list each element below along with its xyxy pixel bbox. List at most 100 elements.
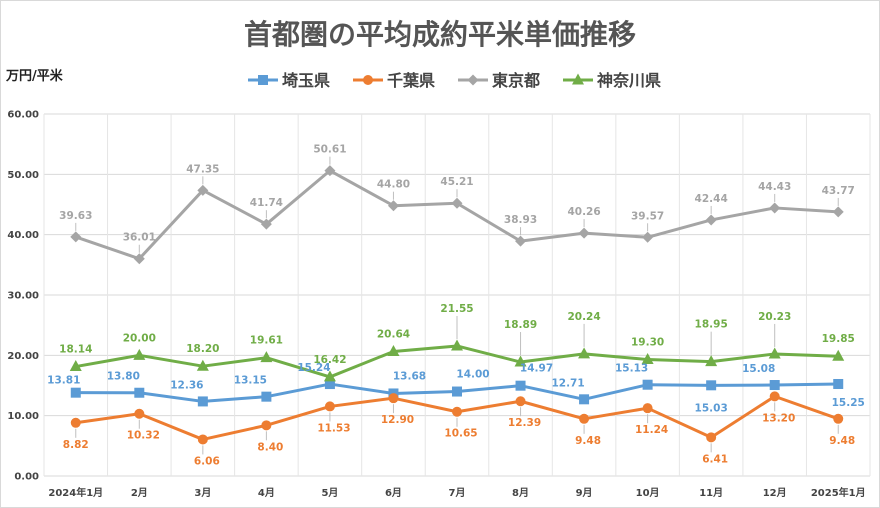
data-point bbox=[514, 355, 527, 367]
x-tick-label: 12月 bbox=[763, 487, 787, 499]
data-label: 20.24 bbox=[567, 311, 600, 323]
data-label: 39.57 bbox=[631, 210, 664, 222]
data-label: 39.63 bbox=[59, 210, 92, 222]
y-axis-ticks: 0.00 10.00 20.00 30.00 40.00 50.00 60.00 bbox=[7, 110, 39, 483]
data-point bbox=[515, 235, 527, 247]
data-point bbox=[579, 413, 590, 424]
legend-marker bbox=[363, 75, 373, 85]
data-point bbox=[452, 406, 462, 417]
data-point bbox=[642, 379, 653, 390]
data-point bbox=[324, 401, 335, 412]
x-tick-label: 3月 bbox=[194, 487, 211, 499]
data-point bbox=[578, 347, 591, 359]
data-label: 18.20 bbox=[186, 343, 219, 355]
data-label: 20.64 bbox=[377, 328, 410, 340]
data-point bbox=[197, 184, 209, 196]
data-label: 44.80 bbox=[377, 179, 410, 191]
data-label: 45.21 bbox=[440, 176, 473, 188]
data-point bbox=[260, 218, 272, 230]
data-label: 13.20 bbox=[762, 412, 795, 424]
data-point bbox=[323, 370, 336, 382]
x-tick-label: 2025年1月 bbox=[811, 486, 866, 499]
legend-label: 神奈川県 bbox=[597, 71, 661, 90]
data-point bbox=[261, 420, 272, 431]
y-tick-label: 40.00 bbox=[7, 230, 39, 241]
data-point bbox=[324, 379, 335, 390]
data-label: 20.23 bbox=[758, 311, 791, 323]
data-point bbox=[641, 353, 654, 365]
data-label: 13.15 bbox=[234, 375, 267, 387]
data-point bbox=[706, 380, 717, 391]
gridlines bbox=[43, 113, 871, 477]
data-point bbox=[705, 355, 718, 367]
data-point bbox=[579, 394, 590, 405]
data-point bbox=[832, 206, 844, 218]
data-point bbox=[197, 434, 208, 445]
data-label: 41.74 bbox=[250, 197, 283, 209]
data-label: 15.13 bbox=[615, 363, 648, 375]
data-point bbox=[196, 359, 209, 371]
data-point bbox=[387, 200, 399, 212]
data-label: 36.01 bbox=[123, 232, 156, 244]
data-point bbox=[706, 432, 717, 443]
data-label: 6.41 bbox=[702, 453, 728, 465]
data-point bbox=[833, 378, 844, 389]
data-label: 6.06 bbox=[194, 455, 220, 467]
data-point bbox=[451, 339, 463, 351]
data-label: 13.80 bbox=[107, 371, 140, 383]
data-point bbox=[515, 380, 526, 391]
data-point bbox=[578, 227, 590, 239]
data-label: 43.77 bbox=[822, 185, 855, 197]
data-label: 20.00 bbox=[123, 332, 156, 344]
data-label: 18.95 bbox=[695, 319, 728, 331]
data-point bbox=[452, 386, 462, 397]
data-point bbox=[769, 380, 780, 391]
data-label: 11.53 bbox=[317, 422, 350, 434]
y-axis-label: 万円/平米 bbox=[5, 68, 64, 84]
data-label: 8.40 bbox=[257, 441, 283, 453]
data-point bbox=[388, 393, 399, 404]
data-label: 13.68 bbox=[393, 370, 426, 382]
data-label: 15.24 bbox=[297, 362, 330, 374]
data-point bbox=[705, 214, 717, 226]
data-point bbox=[134, 408, 145, 419]
data-point bbox=[69, 360, 82, 372]
data-label: 12.71 bbox=[551, 377, 584, 389]
data-point bbox=[769, 391, 780, 402]
data-label: 38.93 bbox=[504, 214, 537, 226]
data-point bbox=[832, 349, 845, 361]
data-point bbox=[70, 387, 81, 398]
data-label: 12.36 bbox=[170, 379, 203, 391]
data-point bbox=[769, 202, 781, 214]
data-label: 9.48 bbox=[829, 435, 855, 447]
data-point bbox=[642, 231, 654, 243]
data-label: 44.43 bbox=[758, 181, 791, 193]
data-label: 12.39 bbox=[508, 417, 541, 429]
data-point bbox=[642, 403, 653, 414]
data-point bbox=[387, 344, 400, 356]
data-label: 21.55 bbox=[440, 303, 473, 315]
legend-marker bbox=[572, 73, 584, 85]
legend: 埼玉県 千葉県 東京都 神奈川県 bbox=[248, 71, 661, 90]
data-point bbox=[133, 253, 145, 265]
y-tick-label: 20.00 bbox=[7, 351, 39, 362]
x-tick-label: 11月 bbox=[699, 487, 723, 499]
x-tick-label: 5月 bbox=[321, 487, 338, 499]
y-tick-label: 60.00 bbox=[7, 110, 39, 121]
legend-marker bbox=[258, 75, 268, 85]
y-tick-label: 50.00 bbox=[7, 170, 39, 181]
x-tick-label: 10月 bbox=[636, 487, 660, 499]
data-point bbox=[515, 396, 526, 407]
y-tick-label: 0.00 bbox=[14, 472, 39, 483]
data-label: 14.97 bbox=[520, 363, 553, 375]
data-point bbox=[451, 197, 463, 209]
y-tick-label: 10.00 bbox=[7, 411, 39, 422]
y-tick-label: 30.00 bbox=[7, 291, 39, 302]
data-point bbox=[197, 396, 208, 407]
legend-label: 千葉県 bbox=[387, 71, 435, 90]
data-label: 11.24 bbox=[635, 424, 668, 436]
x-tick-label: 7月 bbox=[449, 487, 466, 499]
chart-title: 首都圏の平均成約平米単価推移 bbox=[244, 18, 636, 51]
data-label: 18.89 bbox=[504, 319, 537, 331]
